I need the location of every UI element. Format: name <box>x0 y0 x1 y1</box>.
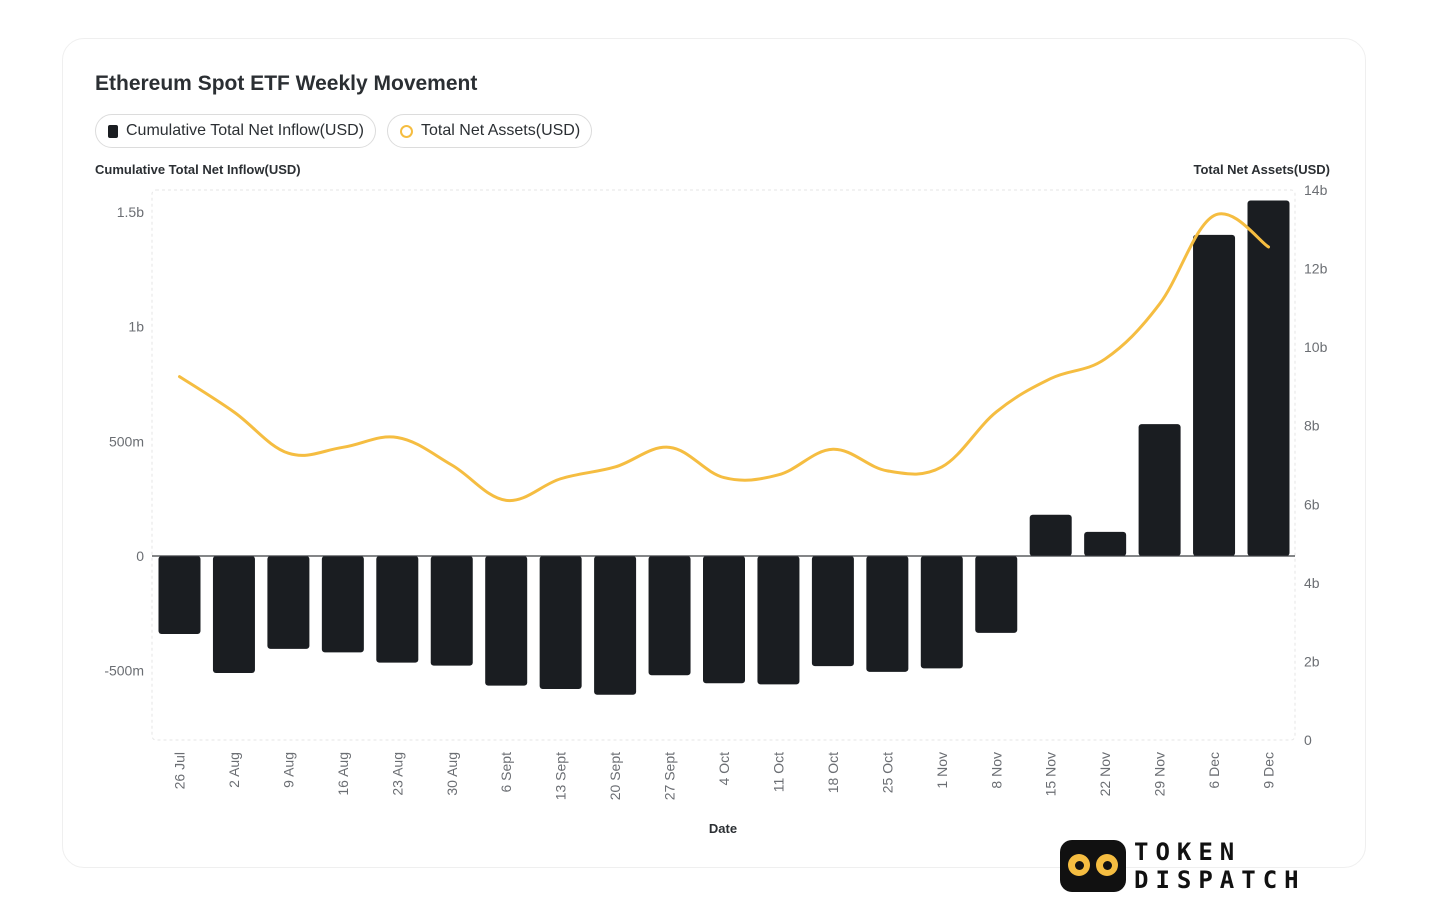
token-dispatch-logo: TOKEN DISPATCH <box>1060 838 1306 894</box>
left-tick-label: 1b <box>128 319 144 335</box>
right-tick-label: 12b <box>1304 261 1328 277</box>
bar-26-jul <box>158 556 201 634</box>
bar-30-aug <box>430 556 473 666</box>
legend-item-net-assets[interactable]: Total Net Assets(USD) <box>387 114 593 148</box>
x-tick-label: 9 Aug <box>280 752 296 788</box>
bar-25-oct <box>866 556 909 672</box>
x-tick-label: 9 Dec <box>1261 752 1277 789</box>
bar-18-oct <box>811 556 854 667</box>
x-tick-label: 15 Nov <box>1043 752 1059 796</box>
logo-right-eye-icon <box>1096 854 1118 876</box>
bar-9-aug <box>267 556 310 649</box>
bar-8-nov <box>975 556 1018 633</box>
x-tick-label: 6 Sept <box>498 752 514 793</box>
x-tick-label: 22 Nov <box>1097 752 1113 796</box>
bar-23-aug <box>376 556 419 663</box>
right-axis-title: Total Net Assets(USD) <box>1193 162 1330 177</box>
logo-left-eye-icon <box>1068 854 1090 876</box>
x-tick-label: 23 Aug <box>389 752 405 796</box>
logo-wordmark: TOKEN DISPATCH <box>1134 838 1306 894</box>
bar-15-nov <box>1029 514 1072 556</box>
x-tick-label: 29 Nov <box>1152 752 1168 796</box>
total-net-assets-line <box>178 212 1270 502</box>
x-tick-label: 20 Sept <box>607 752 623 800</box>
x-tick-label: 11 Oct <box>770 752 786 792</box>
x-tick-label: 1 Nov <box>934 752 950 789</box>
x-tick-label: 8 Nov <box>988 752 1004 789</box>
right-tick-label: 0 <box>1304 732 1312 748</box>
right-tick-label: 8b <box>1304 418 1320 434</box>
bar-13-sept <box>539 556 582 690</box>
bar-22-nov <box>1084 531 1127 556</box>
chart-title: Ethereum Spot ETF Weekly Movement <box>95 72 478 95</box>
x-tick-label: 16 Aug <box>335 752 351 796</box>
chart-legend: Cumulative Total Net Inflow(USD) Total N… <box>95 114 593 148</box>
x-tick-label: 4 Oct <box>716 752 732 786</box>
right-tick-label: 4b <box>1304 575 1320 591</box>
bar-1-nov <box>920 556 963 669</box>
left-tick-label: 500m <box>109 433 144 449</box>
x-tick-label: 6 Dec <box>1206 752 1222 789</box>
bar-20-sept <box>594 556 637 695</box>
legend-label-net-inflow: Cumulative Total Net Inflow(USD) <box>126 122 365 139</box>
x-tick-label: 25 Oct <box>879 752 895 793</box>
right-tick-label: 10b <box>1304 339 1328 355</box>
bar-11-oct <box>757 556 800 685</box>
right-tick-label: 6b <box>1304 496 1320 512</box>
bar-9-dec <box>1247 200 1290 557</box>
x-tick-label: 30 Aug <box>444 752 460 796</box>
x-tick-label: 2 Aug <box>226 752 242 788</box>
x-tick-label: 18 Oct <box>825 752 841 793</box>
x-tick-label: 13 Sept <box>553 752 569 800</box>
left-tick-label: 0 <box>136 548 144 564</box>
logo-line-token: TOKEN <box>1134 838 1242 866</box>
right-tick-label: 2b <box>1304 653 1320 669</box>
bar-6-dec <box>1193 234 1236 556</box>
legend-label-net-assets: Total Net Assets(USD) <box>421 122 581 139</box>
bar-27-sept <box>648 556 691 676</box>
circle-swatch-icon <box>400 124 414 138</box>
left-tick-label: 1.5b <box>117 204 144 220</box>
bar-4-oct <box>703 556 745 684</box>
bar-29-nov <box>1138 424 1181 556</box>
x-tick-label: 27 Sept <box>662 752 678 800</box>
bar-2-aug <box>212 556 255 673</box>
left-axis-title: Cumulative Total Net Inflow(USD) <box>95 162 301 177</box>
plot-area-frame <box>151 189 1296 741</box>
left-tick-label: -500m <box>104 663 144 679</box>
right-tick-label: 14b <box>1304 182 1328 198</box>
bar-swatch-icon <box>108 124 118 138</box>
legend-item-net-inflow[interactable]: Cumulative Total Net Inflow(USD) <box>95 114 377 148</box>
bar-16-aug <box>321 556 364 653</box>
logo-line-dispatch: DISPATCH <box>1134 866 1306 894</box>
x-tick-label: 26 Jul <box>172 752 188 789</box>
x-axis-title: Date <box>709 821 737 836</box>
token-dispatch-face-icon <box>1060 840 1126 892</box>
bar-6-sept <box>485 556 528 686</box>
